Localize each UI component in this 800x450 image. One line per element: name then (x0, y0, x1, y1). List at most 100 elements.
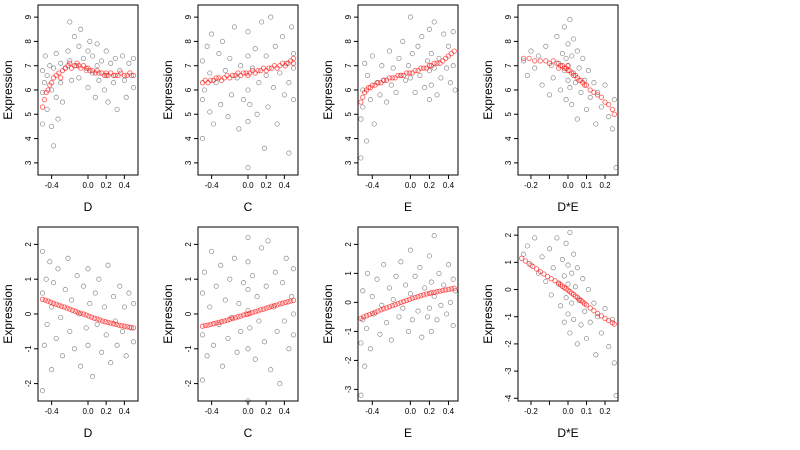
fitted-point (112, 72, 118, 79)
x-tick-label: -0.2 (524, 407, 538, 416)
fitted-point (546, 60, 553, 66)
observed-point (286, 150, 292, 156)
observed-point (123, 353, 129, 359)
observed-point (49, 87, 55, 93)
observed-point (225, 114, 231, 120)
fitted-point (80, 311, 87, 317)
fitted-point (274, 65, 280, 71)
fitted-point (392, 75, 398, 81)
observed-point (565, 311, 571, 317)
observed-point (521, 58, 527, 64)
observed-point (393, 273, 399, 279)
observed-point (367, 97, 373, 103)
observed-point (386, 48, 392, 54)
fitted-point (202, 322, 208, 329)
observed-point (281, 318, 287, 324)
fitted-point (543, 58, 549, 64)
observed-point (216, 321, 222, 327)
observed-point (583, 335, 590, 342)
fitted-point (409, 70, 415, 76)
observed-point (53, 51, 59, 57)
observed-point (290, 51, 297, 57)
y-tick-label: 3 (24, 160, 33, 165)
fitted-point (67, 306, 73, 312)
fitted-point (611, 111, 617, 117)
observed-point (236, 301, 242, 307)
fitted-point (98, 70, 105, 76)
fitted-point (83, 65, 89, 71)
observed-point (574, 265, 580, 271)
observed-point (119, 53, 126, 59)
fitted-point (565, 67, 571, 74)
observed-point (55, 116, 61, 122)
observed-point (245, 53, 251, 59)
observed-point (400, 38, 406, 44)
fitted-point (519, 255, 525, 261)
fitted-point (431, 60, 437, 66)
y-tick-label: 0 (504, 287, 513, 292)
y-tick-label: 9 (24, 14, 33, 19)
observed-point (87, 301, 93, 307)
y-tick-label: 2 (24, 242, 33, 247)
panel-2: -0.4 0.0 0.2 0.4 3 4 5 6 7 8 9 C Expression (161, 4, 299, 214)
fitted-point (409, 295, 415, 301)
fitted-point (412, 67, 418, 74)
y-tick-label: -2 (24, 379, 33, 387)
observed-point (415, 43, 421, 49)
observed-point (49, 123, 55, 129)
fitted-point (227, 316, 233, 322)
observed-point (554, 235, 560, 241)
observed-point (587, 94, 593, 100)
fitted-point (238, 72, 244, 79)
fitted-point (115, 72, 121, 79)
observed-point (598, 104, 604, 110)
observed-point (39, 89, 46, 95)
observed-series (199, 234, 297, 404)
observed-point (567, 330, 573, 336)
observed-point (563, 97, 569, 103)
observed-point (67, 58, 73, 64)
observed-point (85, 48, 91, 54)
observed-point (92, 94, 98, 100)
y-tick-label: 1 (184, 276, 193, 281)
fitted-point (428, 290, 434, 296)
observed-point (58, 314, 64, 321)
observed-point (438, 75, 444, 81)
y-tick-label: 8 (184, 39, 193, 44)
x-tick-label: 0.0 (242, 407, 254, 416)
observed-point (405, 328, 412, 334)
observed-point (121, 77, 127, 83)
observed-point (74, 273, 80, 279)
panel-8: -0.2 0.0 0.1 0.2 -4 -3 -2 -1 0 1 2 D*E Expression (481, 226, 619, 440)
x-axis-label: C (244, 426, 253, 440)
fitted-point (235, 314, 241, 320)
observed-point (259, 19, 265, 25)
fitted-point (378, 307, 384, 313)
y-tick-label: 3 (184, 160, 193, 165)
fitted-point (423, 291, 430, 297)
observed-point (563, 55, 569, 61)
fitted-point (360, 94, 366, 100)
fitted-point (130, 325, 137, 331)
observed-point (50, 280, 57, 286)
observed-point (436, 270, 442, 276)
observed-point (447, 299, 453, 305)
x-axis-label: E (404, 200, 412, 214)
fitted-point (383, 305, 390, 311)
observed-point (55, 266, 61, 272)
observed-point (218, 102, 224, 108)
fitted-point (229, 72, 236, 79)
fitted-point (102, 319, 108, 325)
observed-point (261, 145, 267, 151)
x-tick-label: 0.4 (119, 407, 131, 416)
fitted-point (121, 72, 128, 79)
observed-point (444, 311, 450, 317)
x-tick-label: -0.4 (205, 407, 219, 416)
fitted-point (58, 75, 64, 81)
observed-point (576, 65, 582, 71)
observed-point (379, 63, 385, 69)
observed-point (426, 305, 432, 311)
observed-point (578, 322, 584, 328)
x-tick-label: 0.4 (279, 181, 291, 190)
observed-point (290, 97, 297, 103)
